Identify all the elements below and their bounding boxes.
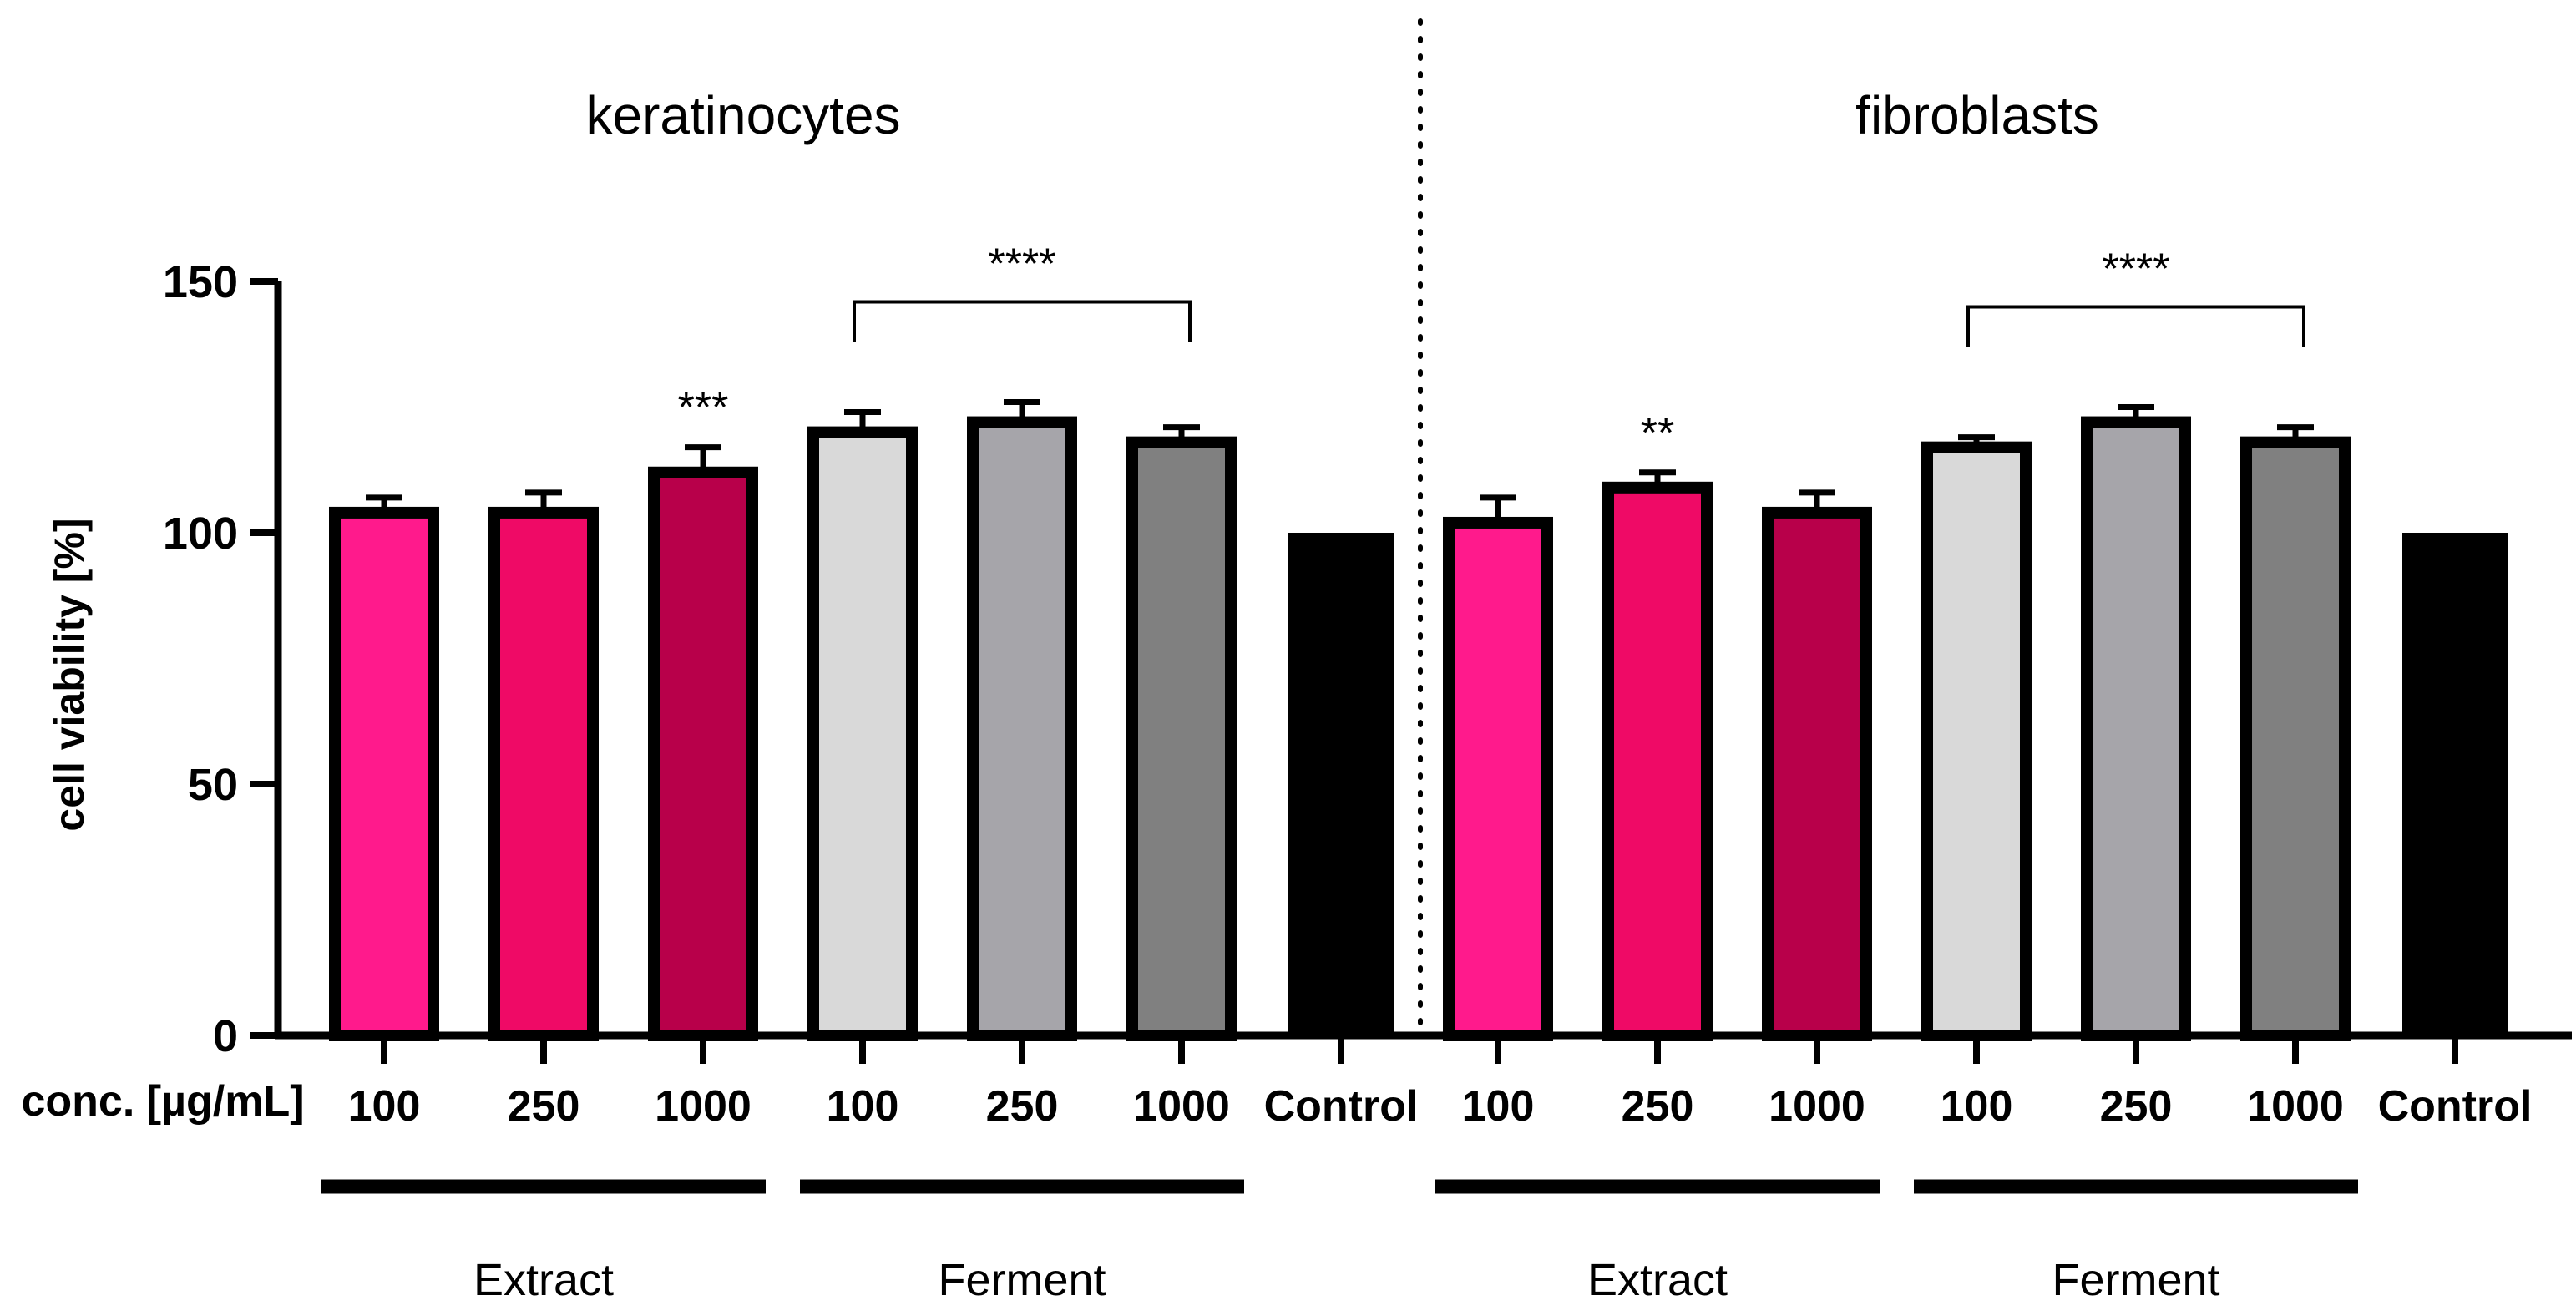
y-tick-label: 0 bbox=[213, 1011, 238, 1061]
significance-label: **** bbox=[989, 240, 1056, 288]
group-label: Extract bbox=[1587, 1255, 1728, 1305]
x-tick-label: Control bbox=[2378, 1082, 2533, 1131]
y-tick-label: 50 bbox=[188, 760, 238, 810]
x-tick-label: 250 bbox=[986, 1082, 1059, 1131]
bar bbox=[1921, 441, 2032, 1041]
bar bbox=[329, 506, 439, 1041]
x-tick-label: 100 bbox=[1941, 1082, 2013, 1131]
significance-bracket bbox=[1966, 305, 2305, 347]
x-tick-label: 1000 bbox=[1133, 1082, 1230, 1131]
x-tick-label: 100 bbox=[1462, 1082, 1535, 1131]
x-tick-label: 100 bbox=[348, 1082, 421, 1131]
bar bbox=[2240, 436, 2351, 1041]
group-label: Extract bbox=[473, 1255, 614, 1305]
bar bbox=[967, 416, 1077, 1041]
significance-label: **** bbox=[2103, 245, 2170, 294]
bar bbox=[1602, 481, 1713, 1041]
bar bbox=[648, 466, 758, 1041]
x-tick-label: Control bbox=[1264, 1082, 1419, 1131]
panel-title: keratinocytes bbox=[585, 85, 900, 145]
bar bbox=[2402, 533, 2508, 1035]
x-tick-label: 1000 bbox=[2247, 1082, 2344, 1131]
y-tick-label: 150 bbox=[163, 257, 238, 307]
significance-bracket bbox=[853, 300, 1192, 342]
bar bbox=[488, 506, 599, 1041]
bar bbox=[1443, 516, 1553, 1041]
group-label: Ferment bbox=[2052, 1255, 2219, 1305]
bar bbox=[807, 426, 918, 1041]
x-tick-label: 100 bbox=[827, 1082, 899, 1131]
x-tick-label: 250 bbox=[508, 1082, 580, 1131]
bar bbox=[1762, 506, 1872, 1041]
group-label: Ferment bbox=[938, 1255, 1106, 1305]
x-tick-label: 1000 bbox=[655, 1082, 752, 1131]
x-tick-label: 250 bbox=[1622, 1082, 1694, 1131]
y-tick-label: 100 bbox=[163, 509, 238, 559]
bar bbox=[1288, 533, 1394, 1035]
bar bbox=[2081, 416, 2191, 1041]
x-tick-label: 1000 bbox=[1769, 1082, 1865, 1131]
panel-title: fibroblasts bbox=[1855, 85, 2099, 145]
x-row-label: conc. [µg/mL] bbox=[21, 1077, 304, 1126]
significance-label: ** bbox=[1641, 409, 1674, 458]
bar bbox=[1126, 436, 1237, 1041]
significance-label: *** bbox=[678, 384, 729, 433]
x-tick-label: 250 bbox=[2100, 1082, 2173, 1131]
y-axis-label: cell viability [%] bbox=[46, 518, 93, 831]
